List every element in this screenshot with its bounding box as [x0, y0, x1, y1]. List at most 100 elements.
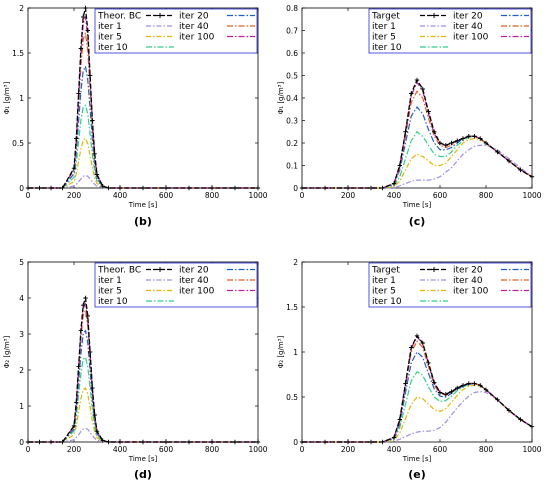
legend-label: iter 10 [98, 297, 128, 307]
x-axis-label: Time [s] [402, 455, 432, 463]
x-tick-label: 200 [67, 445, 82, 454]
series-marker [90, 118, 95, 123]
y-tick-label: 1.5 [12, 49, 24, 58]
legend-marker [157, 13, 163, 18]
y-tick-label: 0.3 [286, 117, 298, 126]
legend-label: iter 20 [453, 266, 483, 276]
series-marker [449, 389, 454, 394]
legend-box [94, 8, 258, 54]
chart-panel: 0 0.5 1 1.5 2 0 200 400 600 800 1000 Time [s] Φ₂ [g/… [277, 258, 542, 481]
y-tick-label: 0 [19, 184, 24, 193]
y-tick-label: 0 [19, 438, 24, 447]
series-marker [92, 412, 97, 418]
y-axis-label: Φ₂ [g/m³] [277, 336, 285, 369]
series-line [302, 79, 533, 189]
series-marker [90, 385, 95, 391]
x-tick-label: 800 [479, 445, 494, 454]
legend-marker [157, 267, 163, 272]
series-marker [87, 73, 93, 78]
x-axis-label: Time [s] [128, 201, 158, 209]
series-marker [48, 185, 54, 191]
series-marker [380, 439, 385, 445]
series-marker [78, 328, 84, 333]
series-marker [78, 46, 84, 51]
legend-label: iter 20 [179, 12, 209, 22]
legend-label: iter 40 [179, 276, 209, 286]
series-line [302, 391, 533, 443]
series-marker [163, 439, 169, 445]
series-marker [472, 134, 477, 139]
y-tick-label: 1 [293, 348, 298, 357]
x-tick-label: 400 [113, 191, 128, 200]
legend-label: iter 20 [179, 266, 209, 276]
series-line [28, 329, 258, 443]
series-marker [414, 77, 420, 83]
legend-label: iter 1 [372, 22, 396, 32]
y-tick-label: 0.5 [12, 139, 24, 148]
legend-label: iter 40 [453, 22, 483, 32]
x-tick-label: 200 [341, 445, 356, 454]
series-marker [397, 163, 402, 168]
series-marker [255, 185, 261, 191]
series-marker [85, 313, 90, 319]
series-marker [529, 174, 535, 179]
chart-panel: 0 0.5 1 1.5 2 0 200 400 600 800 1000 Time [s] Φ₁ [g/… [3, 4, 268, 228]
series-marker [76, 364, 81, 369]
series-marker [94, 429, 100, 434]
series-marker [368, 439, 374, 445]
series-marker [506, 158, 512, 164]
series-marker [74, 136, 79, 141]
series-marker [518, 417, 523, 422]
series-marker [483, 387, 489, 392]
series-marker [472, 381, 477, 386]
series-marker [48, 439, 54, 445]
series-marker [81, 14, 86, 20]
series-marker [449, 140, 454, 146]
series-marker [495, 149, 500, 155]
y-tick-label: 1 [19, 94, 24, 103]
series-marker [432, 380, 437, 385]
panel-caption: (d) [134, 468, 152, 481]
x-tick-label: 0 [300, 445, 305, 454]
x-tick-label: 0 [26, 445, 31, 454]
x-tick-label: 1000 [248, 445, 267, 454]
series-marker [100, 184, 105, 189]
legend-label: iter 5 [372, 33, 396, 43]
legend-label: iter 5 [98, 287, 122, 297]
x-axis-label: Time [s] [128, 455, 158, 463]
series-marker [345, 439, 351, 445]
series-marker [255, 439, 261, 445]
y-tick-label: 0.7 [286, 27, 298, 36]
legend-label: iter 40 [179, 22, 209, 32]
y-tick-label: 0.5 [286, 72, 298, 81]
panel-caption: (c) [409, 215, 426, 228]
series-marker [455, 138, 460, 143]
series-marker [232, 185, 238, 191]
series-line [302, 144, 533, 189]
series-marker [85, 28, 90, 33]
y-tick-label: 0 [293, 184, 298, 193]
series-marker [76, 91, 81, 96]
series-marker [232, 439, 238, 445]
series-marker [106, 439, 111, 445]
series-marker [92, 151, 97, 156]
y-tick-label: 0.2 [286, 139, 298, 148]
series-marker [140, 439, 146, 445]
legend-label: iter 100 [179, 287, 215, 297]
series-marker [81, 303, 86, 308]
series-marker [368, 185, 374, 191]
panel-caption: (b) [134, 215, 152, 228]
x-tick-label: 400 [387, 445, 402, 454]
chart-panel: 0 1 2 3 4 5 0 200 400 600 800 1000 Time [s] Φ₂ [g/m³]… [3, 258, 268, 481]
series-marker [478, 383, 483, 388]
panel-caption: (e) [408, 468, 426, 481]
series-line [28, 297, 258, 443]
series-marker [506, 408, 512, 413]
legend-box [368, 262, 532, 308]
series-marker [140, 185, 146, 191]
series-marker [518, 167, 523, 173]
series-marker [299, 439, 305, 445]
legend-label: iter 10 [372, 297, 402, 307]
series-marker [466, 134, 471, 139]
series-marker [443, 143, 448, 148]
